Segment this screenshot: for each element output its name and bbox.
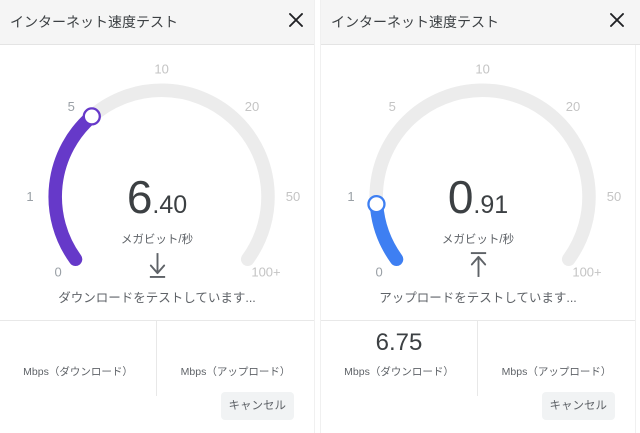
svg-text:10: 10 — [154, 61, 168, 76]
svg-text:5: 5 — [389, 99, 396, 114]
svg-text:20: 20 — [566, 99, 580, 114]
svg-text:20: 20 — [245, 99, 259, 114]
svg-text:10: 10 — [475, 61, 489, 76]
svg-text:5: 5 — [68, 99, 75, 114]
